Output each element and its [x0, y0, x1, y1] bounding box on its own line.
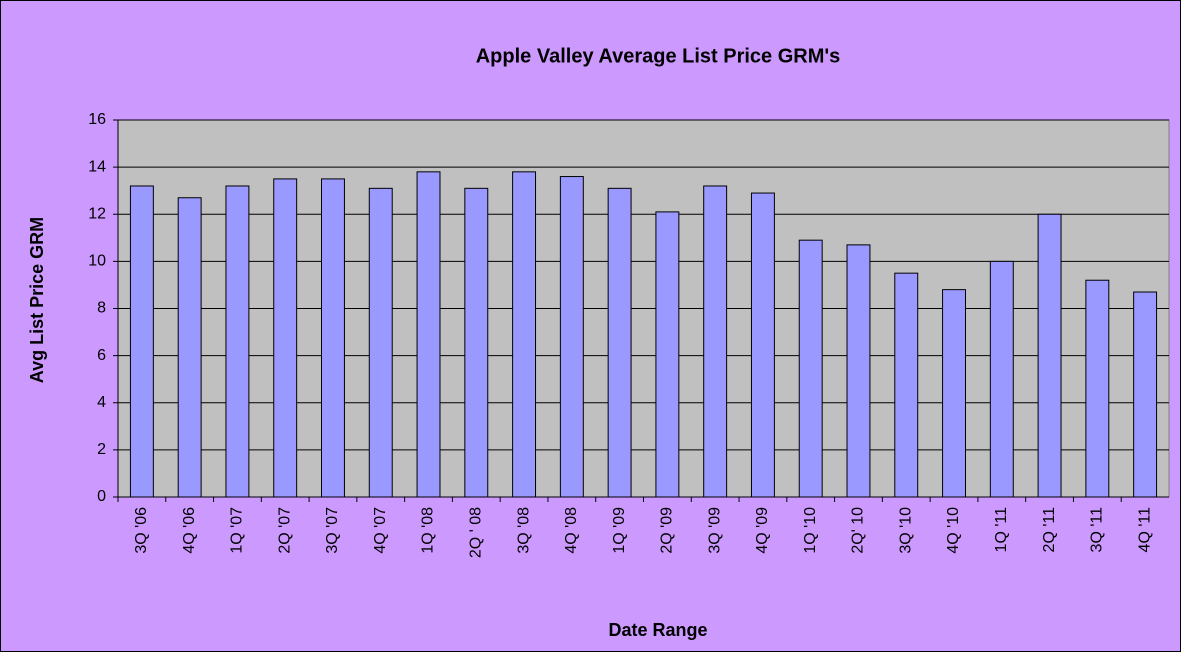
bar	[559, 176, 584, 498]
bar	[464, 187, 489, 498]
bar	[1037, 213, 1062, 498]
bar	[989, 260, 1014, 498]
x-tick-label: 1Q '07	[229, 507, 246, 554]
bar	[273, 178, 298, 498]
bar	[942, 289, 966, 498]
x-tick-label: 2Q '07	[276, 507, 293, 554]
x-tick-label: 4Q '10	[945, 507, 962, 554]
x-tick-label: 3Q '10	[897, 507, 914, 554]
x-tick-label: 4Q '06	[181, 507, 198, 554]
x-tick-label: 3Q '08	[515, 507, 532, 554]
bar	[798, 239, 823, 498]
x-tick-label: 1Q '08	[420, 507, 437, 554]
x-tick-label: 4Q '09	[754, 507, 771, 554]
bar	[321, 178, 345, 498]
bar	[1133, 291, 1158, 498]
bar	[894, 272, 919, 498]
x-tick-label: 2Q '09	[659, 507, 676, 554]
x-tick-label: 3Q '06	[133, 507, 150, 554]
y-tick-label: 0	[97, 488, 106, 505]
bar	[177, 197, 202, 498]
x-tick-label: 2Q' 10	[850, 507, 867, 554]
x-tick-label: 2Q '11	[1041, 507, 1058, 553]
y-tick-label: 12	[88, 205, 106, 222]
x-tick-label: 4Q '08	[563, 507, 580, 554]
bar	[512, 171, 537, 498]
x-tick-label: 3Q '11	[1089, 507, 1106, 553]
x-tick-label: 4Q '11	[1136, 507, 1153, 553]
bar	[129, 185, 154, 498]
x-tick-label: 1Q '11	[993, 507, 1010, 553]
bar	[655, 211, 680, 498]
y-tick-label: 16	[88, 111, 106, 128]
x-axis-title: Date Range	[608, 620, 707, 640]
x-tick-label: 2Q ' 08	[468, 507, 485, 558]
bar	[846, 244, 871, 498]
x-tick-label: 4Q '07	[372, 507, 389, 554]
bar	[368, 187, 393, 498]
chart-title: Apple Valley Average List Price GRM's	[476, 45, 841, 67]
bar	[416, 171, 441, 498]
bar	[750, 192, 775, 498]
y-tick-label: 14	[88, 158, 106, 175]
x-tick-label: 3Q '07	[324, 507, 341, 554]
bar	[1085, 279, 1110, 498]
bar	[703, 185, 728, 498]
x-tick-label: 3Q '09	[706, 507, 723, 554]
y-tick-label: 10	[88, 253, 106, 270]
y-axis-title: Avg List Price GRM	[27, 217, 47, 383]
x-tick-label: 1Q '09	[611, 507, 628, 554]
y-tick-label: 6	[97, 347, 106, 364]
y-tick-label: 2	[97, 441, 106, 458]
y-tick-label: 8	[97, 300, 106, 317]
y-tick-label: 4	[97, 394, 106, 411]
bar	[225, 185, 250, 498]
bar	[607, 187, 632, 498]
x-tick-label: 1Q '10	[802, 507, 819, 554]
